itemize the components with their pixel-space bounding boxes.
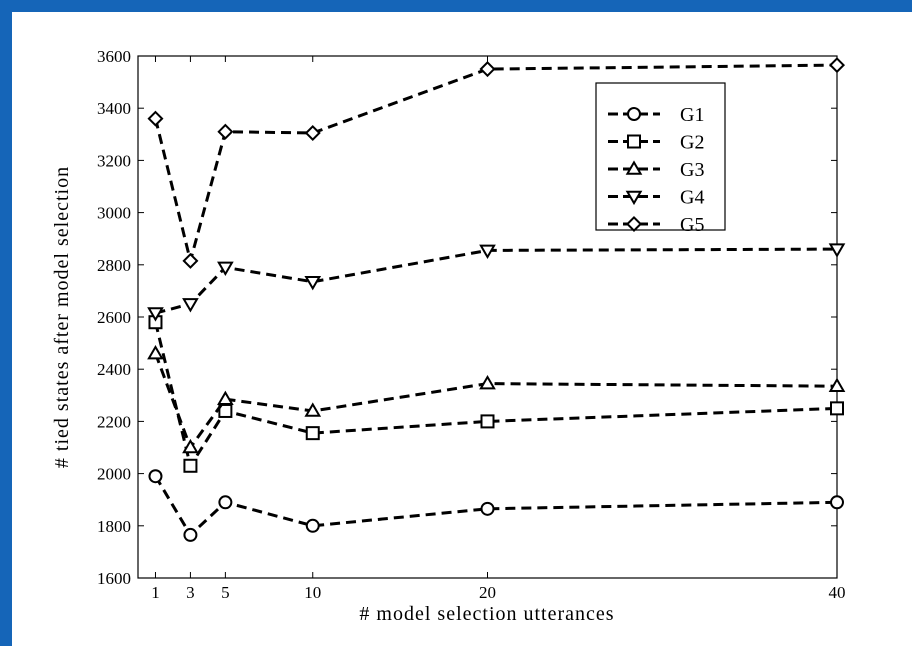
data-point: [147, 307, 164, 322]
series-line: [155, 247, 838, 315]
data-point: [147, 344, 164, 360]
data-point: [304, 402, 322, 417]
data-point: [830, 401, 844, 416]
y-tick-label: 2000: [97, 465, 131, 484]
data-point: [217, 261, 234, 277]
series-line: [154, 475, 838, 538]
figure-frame: 1600 1800 2000 2200 2400 2600 2800 3000 3200 3400…: [12, 12, 912, 646]
y-tick-label: 2600: [97, 308, 131, 327]
x-tick-label: 20: [479, 583, 496, 602]
legend-item-g4: G4: [608, 187, 704, 209]
y-tick-label: 2200: [97, 412, 131, 431]
data-point: [305, 426, 320, 441]
series-g4: [147, 243, 846, 322]
data-point: [828, 243, 846, 258]
legend-label: G5: [680, 214, 704, 236]
series-g2: [148, 315, 844, 473]
y-tick-label: 2400: [97, 360, 131, 379]
series-layer: [147, 57, 846, 542]
data-point: [217, 123, 234, 140]
data-point: [830, 495, 844, 510]
x-axis: 1 3 5 10 20 40: [151, 56, 846, 602]
data-point: [217, 390, 234, 406]
series-line: [154, 321, 838, 470]
data-point: [183, 458, 198, 473]
data-point: [828, 377, 846, 392]
legend-marker: [625, 215, 643, 233]
legend-marker: [627, 107, 641, 121]
series-g1: [148, 469, 844, 542]
legend-item-g5: G5: [608, 214, 704, 236]
x-tick-label: 5: [221, 583, 230, 602]
legend-label: G1: [680, 104, 704, 126]
legend-label: G3: [680, 159, 704, 181]
legend-item-g1: G1: [608, 104, 704, 126]
data-point: [828, 57, 846, 74]
y-axis: 1600 1800 2000 2200 2400 2600 2800 3000 3200 3400…: [97, 47, 837, 588]
series-line: [154, 63, 838, 262]
plot-area: [137, 55, 838, 579]
x-tick-label: 3: [186, 583, 195, 602]
legend-box: [595, 82, 726, 231]
x-tick-label: 1: [151, 583, 160, 602]
data-point: [182, 252, 199, 269]
y-axis-title: # tied states after model selection: [51, 166, 73, 468]
series-g3: [147, 344, 846, 454]
legend-item-g2: G2: [608, 132, 704, 154]
data-point: [182, 298, 199, 313]
data-point: [148, 469, 163, 484]
y-tick-label: 1800: [97, 517, 131, 536]
legend-marker: [627, 134, 641, 149]
legend-item-g3: G3: [608, 159, 704, 181]
data-point: [479, 244, 496, 260]
legend-marker: [625, 190, 643, 206]
x-axis-title: # model selection utterances: [359, 603, 614, 625]
legend-label: G4: [680, 187, 704, 209]
data-point: [304, 124, 321, 142]
data-point: [480, 501, 495, 516]
y-tick-label: 3600: [97, 47, 131, 66]
series-g5: [147, 57, 846, 269]
data-point: [479, 374, 496, 390]
y-tick-label: 3000: [97, 204, 131, 223]
data-point: [305, 518, 320, 533]
legend-label: G2: [680, 132, 704, 154]
legend-marker: [625, 160, 643, 175]
line-chart: 1600 1800 2000 2200 2400 2600 2800 3000 3200 3400…: [51, 47, 846, 625]
data-point: [480, 414, 495, 429]
data-point: [304, 275, 322, 291]
y-tick-label: 3400: [97, 99, 131, 118]
y-tick-label: 3200: [97, 151, 131, 170]
y-tick-label: 1600: [97, 569, 131, 588]
data-point: [218, 495, 233, 510]
data-point: [479, 61, 496, 78]
series-line: [154, 352, 838, 451]
x-tick-label: 40: [829, 583, 846, 602]
y-tick-label: 2800: [97, 256, 131, 275]
legend: G1 G2 G3 G4 G5: [595, 82, 726, 236]
data-point: [147, 110, 164, 127]
data-point: [183, 527, 198, 542]
data-point: [182, 438, 199, 454]
x-tick-label: 10: [304, 583, 321, 602]
